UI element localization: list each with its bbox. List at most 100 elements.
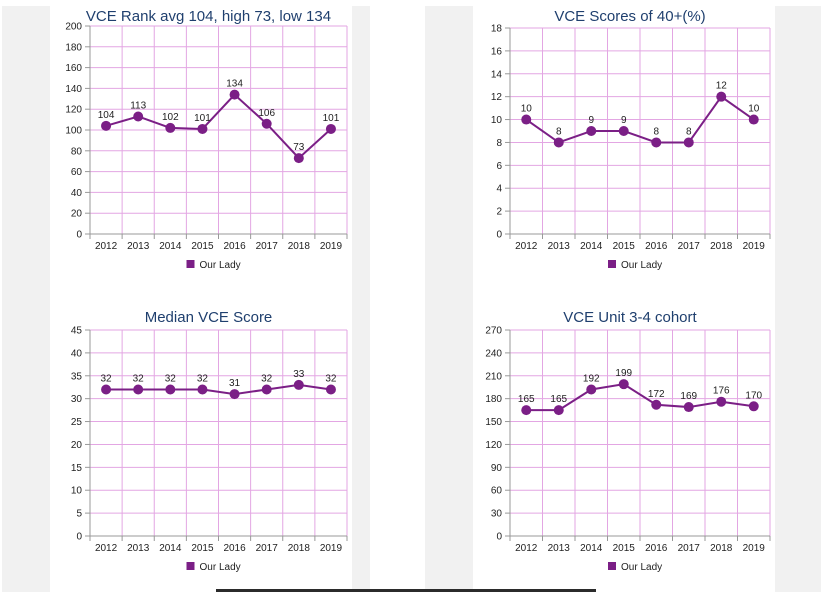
x-tick-label: 2012 [95, 543, 118, 554]
data-label: 102 [162, 112, 179, 123]
data-label: 134 [226, 79, 243, 90]
chart-panel-vce-rank: VCE Rank avg 104, high 73, low 134 0 20 40 6… [2, 6, 370, 306]
x-tick-label: 2015 [191, 543, 214, 554]
x-tick-label: 2019 [320, 543, 343, 554]
series-line [105, 93, 332, 160]
legend-swatch [608, 260, 616, 268]
data-label: 73 [293, 142, 305, 153]
y-tick-label: 180 [65, 42, 82, 53]
y-tick-label: 60 [71, 167, 83, 178]
data-point [261, 384, 272, 395]
data-label: 101 [194, 113, 211, 124]
data-label: 32 [165, 374, 177, 385]
chart-title: VCE Unit 3-4 cohort [563, 309, 697, 326]
data-point [716, 396, 727, 407]
data-point [101, 120, 112, 131]
data-label: 169 [680, 391, 697, 402]
x-tick-label: 2014 [580, 543, 603, 554]
legend-label: Our Lady [200, 562, 241, 573]
x-tick-label: 2017 [678, 241, 701, 252]
x-tick-label: 2016 [645, 543, 668, 554]
data-point [197, 123, 208, 134]
y-tick-label: 0 [76, 532, 82, 543]
data-point [521, 405, 532, 416]
y-tick-label: 90 [491, 463, 503, 474]
x-tick-label: 2015 [613, 241, 636, 252]
data-label: 10 [748, 104, 760, 115]
data-point [716, 91, 727, 102]
data-point [521, 114, 532, 125]
data-point [229, 89, 240, 100]
chart-vce-rank: VCE Rank avg 104, high 73, low 134 0 20 40 6… [65, 8, 348, 271]
series-line [106, 383, 332, 396]
y-tick-label: 15 [71, 463, 83, 474]
x-tick-label: 2016 [645, 241, 668, 252]
y-tick-label: 30 [71, 394, 83, 405]
chart-panel-vce-cohort: VCE Unit 3-4 cohort 0 30 60 90 120 150 180 210 24… [425, 306, 821, 592]
y-tick-label: 16 [491, 46, 503, 57]
chart-title: VCE Rank avg 104, high 73, low 134 [86, 8, 331, 25]
data-point [133, 384, 144, 395]
y-tick-label: 25 [71, 417, 83, 428]
data-label: 199 [615, 368, 632, 379]
scrollbar-strip [216, 589, 596, 592]
data-point [325, 123, 336, 134]
x-tick-label: 2015 [613, 543, 636, 554]
legend-swatch [608, 562, 616, 570]
y-tick-label: 200 [65, 22, 82, 33]
legend-label: Our Lady [621, 260, 662, 271]
data-label: 8 [556, 126, 562, 137]
x-tick-label: 2013 [127, 543, 150, 554]
y-tick-label: 14 [491, 69, 503, 80]
data-label: 31 [229, 378, 241, 389]
chart-panel-median-vce: Median VCE Score 0 5 10 15 20 25 30 35 40 45 2012 20… [2, 306, 370, 592]
x-tick-label: 2018 [710, 241, 733, 252]
data-point [618, 379, 629, 390]
y-tick-label: 10 [491, 115, 503, 126]
series-line [526, 383, 754, 412]
y-tick-label: 20 [71, 209, 83, 220]
data-point [165, 384, 176, 395]
y-tick-label: 10 [71, 486, 83, 497]
data-point [553, 137, 564, 148]
data-point [325, 384, 336, 395]
data-label: 33 [293, 369, 305, 380]
y-tick-label: 120 [485, 440, 502, 451]
chart-title: Median VCE Score [145, 309, 273, 326]
y-tick-label: 270 [485, 326, 502, 337]
data-point [165, 122, 176, 133]
data-point [748, 401, 759, 412]
data-label: 32 [101, 374, 113, 385]
x-tick-label: 2017 [256, 241, 279, 252]
x-tick-label: 2014 [159, 241, 182, 252]
data-label: 104 [98, 110, 115, 121]
data-label: 101 [323, 113, 340, 124]
y-tick-label: 0 [76, 230, 82, 241]
data-point [651, 137, 662, 148]
legend-swatch [186, 260, 195, 268]
data-label: 8 [686, 126, 692, 137]
x-tick-label: 2012 [95, 241, 118, 252]
x-tick-label: 2017 [256, 543, 279, 554]
legend-swatch [186, 562, 195, 570]
x-tick-label: 2015 [191, 241, 214, 252]
x-tick-label: 2019 [743, 241, 766, 252]
y-tick-label: 30 [491, 509, 503, 520]
y-tick-label: 6 [496, 161, 502, 172]
y-tick-label: 40 [71, 188, 83, 199]
x-tick-label: 2016 [223, 543, 246, 554]
y-tick-label: 60 [491, 486, 503, 497]
data-point [651, 399, 662, 410]
data-point [586, 126, 597, 136]
data-point [586, 384, 597, 395]
y-tick-label: 120 [65, 105, 82, 116]
y-tick-label: 5 [76, 509, 82, 520]
y-tick-label: 20 [71, 440, 83, 451]
data-point [229, 389, 240, 400]
chart-panel-vce-scores-40: VCE Scores of 40+(%) 0 2 4 6 8 10 12 14 16 18 2012 2… [425, 6, 821, 306]
data-point [553, 405, 564, 416]
data-point [133, 111, 144, 122]
x-tick-label: 2013 [548, 241, 571, 252]
data-label: 165 [550, 394, 567, 405]
chart-title: VCE Scores of 40+(%) [554, 8, 705, 25]
